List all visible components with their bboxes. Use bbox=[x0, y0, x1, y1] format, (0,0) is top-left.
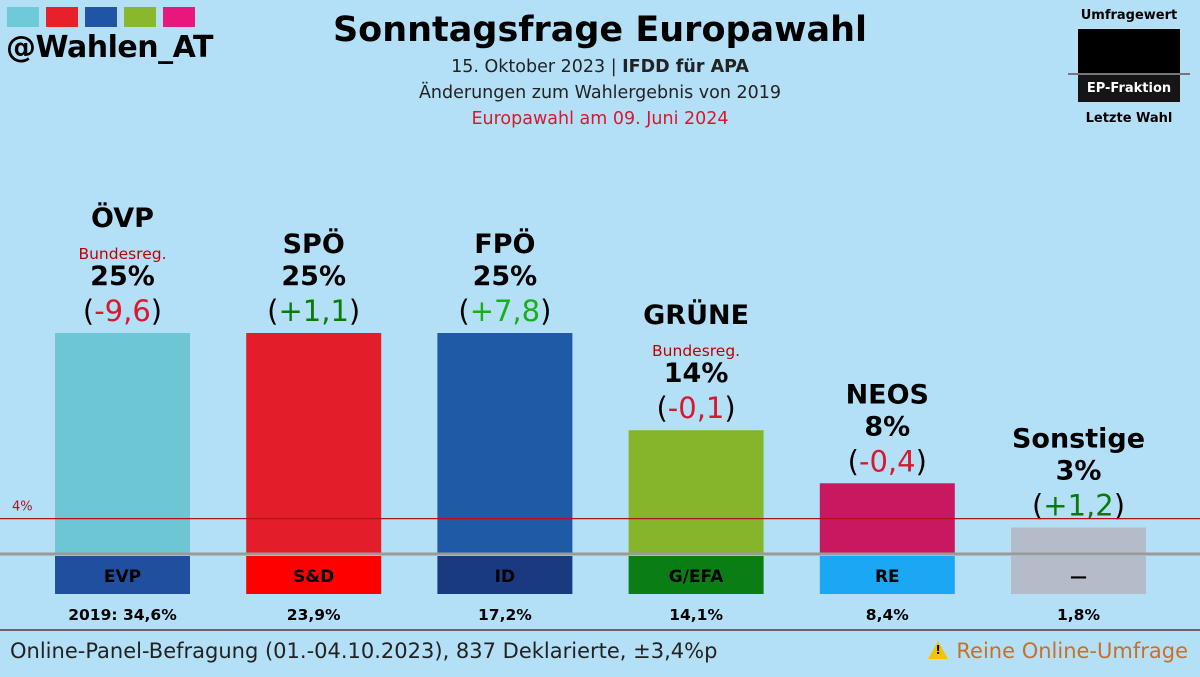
previous-result-label: 17,2% bbox=[478, 606, 532, 624]
change-label: (-0,4) bbox=[848, 444, 927, 478]
date-text: 15. Oktober 2023 | bbox=[451, 57, 623, 77]
legend: Umfragewert EP-Fraktion Letzte Wahl bbox=[1068, 0, 1190, 140]
ep-group-label: G/EFA bbox=[669, 567, 724, 587]
logo-square bbox=[124, 7, 156, 27]
bar bbox=[437, 333, 573, 554]
ep-group-label: — bbox=[1070, 567, 1087, 587]
party-label: GRÜNE bbox=[643, 298, 749, 331]
change-label: (-9,6) bbox=[83, 294, 162, 328]
warning-icon bbox=[928, 641, 949, 659]
chart-title: Sonntagsfrage Europawahl bbox=[332, 10, 868, 50]
previous-result-label: 14,1% bbox=[669, 606, 723, 624]
online-warning-text: Reine Online-Umfrage bbox=[956, 639, 1188, 663]
previous-result-label: 2019: 34,6% bbox=[68, 606, 177, 624]
legend-ep-group: EP-Fraktion bbox=[1078, 75, 1180, 102]
online-warning: Reine Online-Umfrage bbox=[928, 639, 1188, 663]
bar bbox=[628, 430, 764, 554]
logo-square bbox=[163, 7, 195, 27]
bar bbox=[55, 333, 190, 554]
logo bbox=[0, 0, 200, 30]
party-label: Sonstige bbox=[1012, 423, 1145, 454]
legend-baseline bbox=[1068, 73, 1190, 75]
logo-square bbox=[7, 7, 39, 27]
change-label: (+1,2) bbox=[1032, 488, 1125, 522]
ep-group-label: S&D bbox=[293, 567, 334, 587]
ep-group-label: RE bbox=[875, 567, 900, 587]
party-label: FPÖ bbox=[474, 227, 535, 260]
institute: IFDD für APA bbox=[622, 57, 749, 77]
previous-result-label: 1,8% bbox=[1057, 606, 1100, 624]
threshold-label: 4% bbox=[12, 500, 33, 515]
value-label: 25% bbox=[90, 261, 155, 292]
ep-group-label: EVP bbox=[104, 567, 141, 587]
subtitle-date: 15. Oktober 2023 | IFDD für APA bbox=[0, 57, 1200, 77]
account-handle[interactable]: @Wahlen_AT bbox=[6, 30, 213, 65]
change-value: -9,6 bbox=[94, 294, 151, 328]
value-label: 3% bbox=[1056, 455, 1102, 486]
ep-group-label: ID bbox=[495, 567, 515, 587]
value-label: 25% bbox=[473, 261, 538, 292]
value-label: 25% bbox=[281, 261, 346, 292]
subtitle-changes: Änderungen zum Wahlergebnis von 2019 bbox=[418, 83, 782, 103]
party-label: SPÖ bbox=[283, 227, 345, 260]
change-value: -0,1 bbox=[668, 391, 725, 425]
logo-square bbox=[46, 7, 78, 27]
ep-group-box bbox=[55, 556, 190, 594]
value-label: 8% bbox=[864, 411, 910, 442]
change-value: +1,1 bbox=[278, 294, 348, 328]
change-label: (-0,1) bbox=[656, 391, 735, 425]
subtitle-election-date: Europawahl am 09. Juni 2024 bbox=[471, 109, 729, 129]
change-label: (+1,1) bbox=[267, 294, 360, 328]
previous-result-label: 23,9% bbox=[287, 606, 341, 624]
party-label: NEOS bbox=[846, 379, 929, 410]
bar bbox=[246, 333, 382, 554]
change-value: -0,4 bbox=[859, 444, 916, 478]
value-label: 14% bbox=[664, 358, 729, 389]
ep-group-box bbox=[819, 556, 955, 594]
change-label: (+7,8) bbox=[458, 294, 551, 328]
legend-last-election: Letzte Wahl bbox=[1085, 111, 1173, 126]
legend-bar-swatch bbox=[1078, 29, 1180, 74]
government-label: Bundesreg. bbox=[78, 245, 166, 263]
ep-group-box bbox=[246, 556, 382, 594]
previous-result-label: 8,4% bbox=[866, 606, 909, 624]
logo-square bbox=[85, 7, 117, 27]
change-value: +7,8 bbox=[470, 294, 540, 328]
footer: Online-Panel-Befragung (01.-04.10.2023),… bbox=[0, 629, 1200, 677]
legend-poll-value: Umfragewert bbox=[1080, 8, 1178, 23]
ep-group-box bbox=[437, 556, 573, 594]
party-label: ÖVP bbox=[91, 201, 154, 234]
change-value: +1,2 bbox=[1043, 488, 1113, 522]
bar bbox=[1011, 527, 1146, 554]
government-label: Bundesreg. bbox=[652, 342, 740, 360]
survey-info: Online-Panel-Befragung (01.-04.10.2023),… bbox=[10, 639, 718, 663]
ep-group-box bbox=[1011, 556, 1146, 594]
ep-group-box bbox=[628, 556, 764, 594]
